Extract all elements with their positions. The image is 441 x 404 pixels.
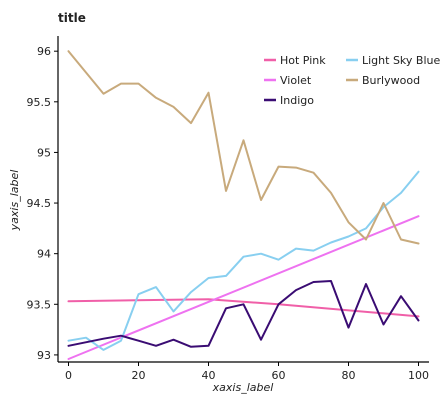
legend: Hot Pink Violet Indigo Light Sky Blue Burlyw… — [264, 54, 440, 107]
y-tick-label: 94 — [37, 248, 51, 261]
y-tick-label: 93 — [37, 349, 51, 362]
series-lines — [67, 50, 420, 360]
y-ticks: 93 93.5 94 94.5 95 95.5 96 — [27, 45, 58, 362]
legend-label-violet: Violet — [280, 74, 312, 87]
chart-title: title — [58, 11, 86, 25]
x-tick-label: 0 — [65, 369, 72, 382]
legend-label-burlywood: Burlywood — [362, 74, 420, 87]
y-tick-label: 95 — [37, 146, 51, 159]
y-axis-title: yaxis_label — [8, 170, 21, 232]
y-tick-label: 96 — [37, 45, 51, 58]
legend-label-light-sky-blue: Light Sky Blue — [362, 54, 440, 67]
legend-label-hot-pink: Hot Pink — [280, 54, 326, 67]
series-line-hot-pink — [67, 298, 420, 318]
series-line-indigo — [67, 280, 420, 348]
y-tick-label: 94.5 — [27, 197, 52, 210]
x-tick-label: 80 — [342, 369, 356, 382]
plot-area: 93 93.5 94 94.5 95 95.5 96 0 20 40 60 80 100 — [27, 36, 429, 382]
series-line-light-sky-blue — [67, 170, 420, 351]
y-tick-label: 95.5 — [27, 96, 52, 109]
x-tick-label: 100 — [408, 369, 429, 382]
legend-label-indigo: Indigo — [280, 94, 314, 107]
x-ticks: 0 20 40 60 80 100 — [65, 362, 429, 382]
x-tick-label: 60 — [272, 369, 286, 382]
x-axis-title: xaxis_label — [212, 381, 274, 394]
series-line-burlywood — [67, 50, 420, 245]
series-line-violet — [67, 215, 420, 360]
x-tick-label: 40 — [202, 369, 216, 382]
x-tick-label: 20 — [132, 369, 146, 382]
y-tick-label: 93.5 — [27, 298, 52, 311]
